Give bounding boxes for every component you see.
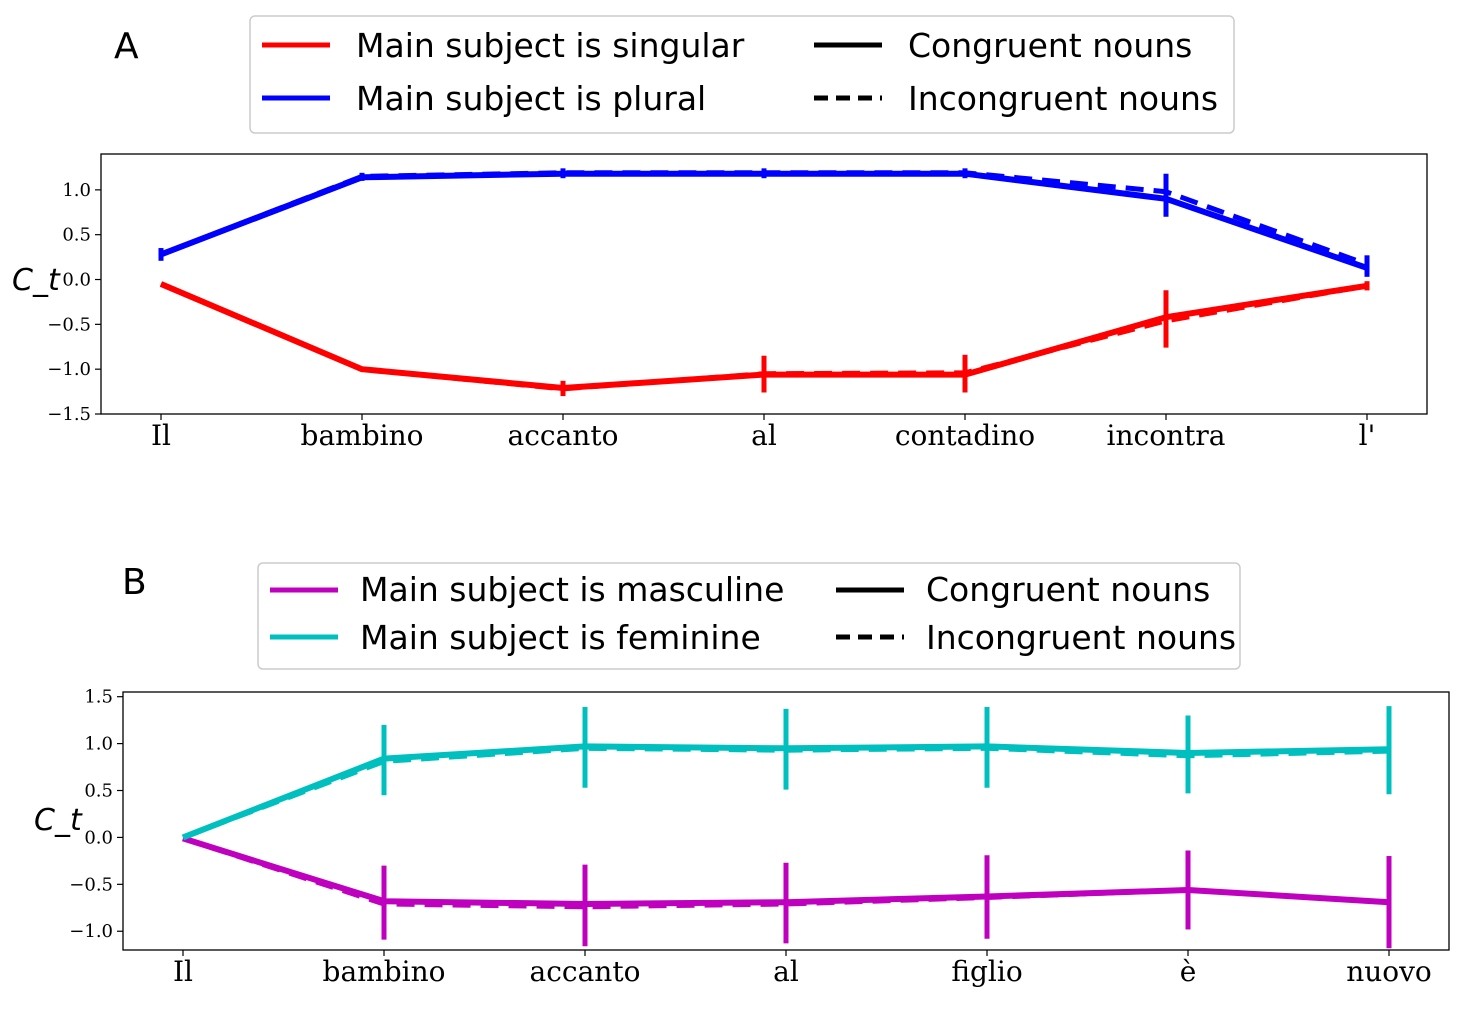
y-tick-label-b: −0.5 [69,874,113,895]
legend-b: Main subject is masculine Congruent noun… [257,562,1241,670]
legend-b-label-0: Main subject is masculine [360,570,784,609]
y-tick-label-a: −1.5 [47,404,91,425]
y-tick-label-b: 1.5 [84,687,113,708]
x-tick-label-a: bambino [301,419,424,452]
y-tick-label-a: −0.5 [47,314,91,335]
panel-letter-b: B [122,562,147,603]
legend-a-label-1: Congruent nouns [908,26,1192,65]
panel-a: A Main subject is singular Congruent nou… [12,15,1428,452]
panel-b: B Main subject is masculine Congruent no… [34,562,1450,988]
y-tick-label-a: −1.0 [47,359,91,380]
x-tick-label-b: accanto [530,955,641,988]
x-tick-label-b: Il [173,955,193,988]
x-tick-label-b: bambino [323,955,446,988]
legend-a-label-3: Incongruent nouns [908,79,1218,118]
x-tick-label-a: incontra [1107,419,1226,452]
y-tick-label-a: 1.0 [62,180,91,201]
y-axis-label-b: C_t [34,803,83,838]
legend-a-frame [249,15,1235,134]
legend-b-label-1: Congruent nouns [926,570,1210,609]
x-tick-label-b: è [1180,955,1197,988]
x-tick-label-b: figlio [951,955,1022,988]
x-tick-label-a: l' [1359,419,1376,452]
ticks-a: −1.5 −1.0 −0.5 0.0 0.5 1.0 Il bambino accanto al c… [47,180,1375,452]
y-tick-label-b: −1.0 [69,921,113,942]
y-tick-label-b: 1.0 [84,734,113,755]
x-tick-label-a: contadino [895,419,1035,452]
x-tick-label-b: al [773,955,799,988]
legend-b-frame [257,562,1241,670]
y-tick-label-b: 0.5 [84,781,113,802]
x-tick-label-a: accanto [508,419,619,452]
x-tick-label-a: al [751,419,777,452]
y-tick-label-a: 0.5 [62,225,91,246]
x-tick-label-b: nuovo [1346,955,1432,988]
legend-a-label-2: Main subject is plural [356,79,706,118]
y-tick-label-a: 0.0 [62,270,91,291]
series-b [181,706,1392,949]
legend-a: Main subject is singular Congruent nouns… [249,15,1235,134]
ticks-b: −1.0 −0.5 0.0 0.5 1.0 1.5 Il bambino accanto al fi… [69,687,1432,988]
y-axis-label-a: C_t [12,263,61,298]
legend-b-label-3: Incongruent nouns [926,618,1236,657]
legend-b-label-2: Main subject is feminine [360,618,761,657]
panel-letter-a: A [114,26,139,67]
series-a [158,168,1370,397]
y-tick-label-b: 0.0 [84,827,113,848]
x-tick-label-a: Il [151,419,171,452]
legend-a-label-0: Main subject is singular [356,26,745,65]
